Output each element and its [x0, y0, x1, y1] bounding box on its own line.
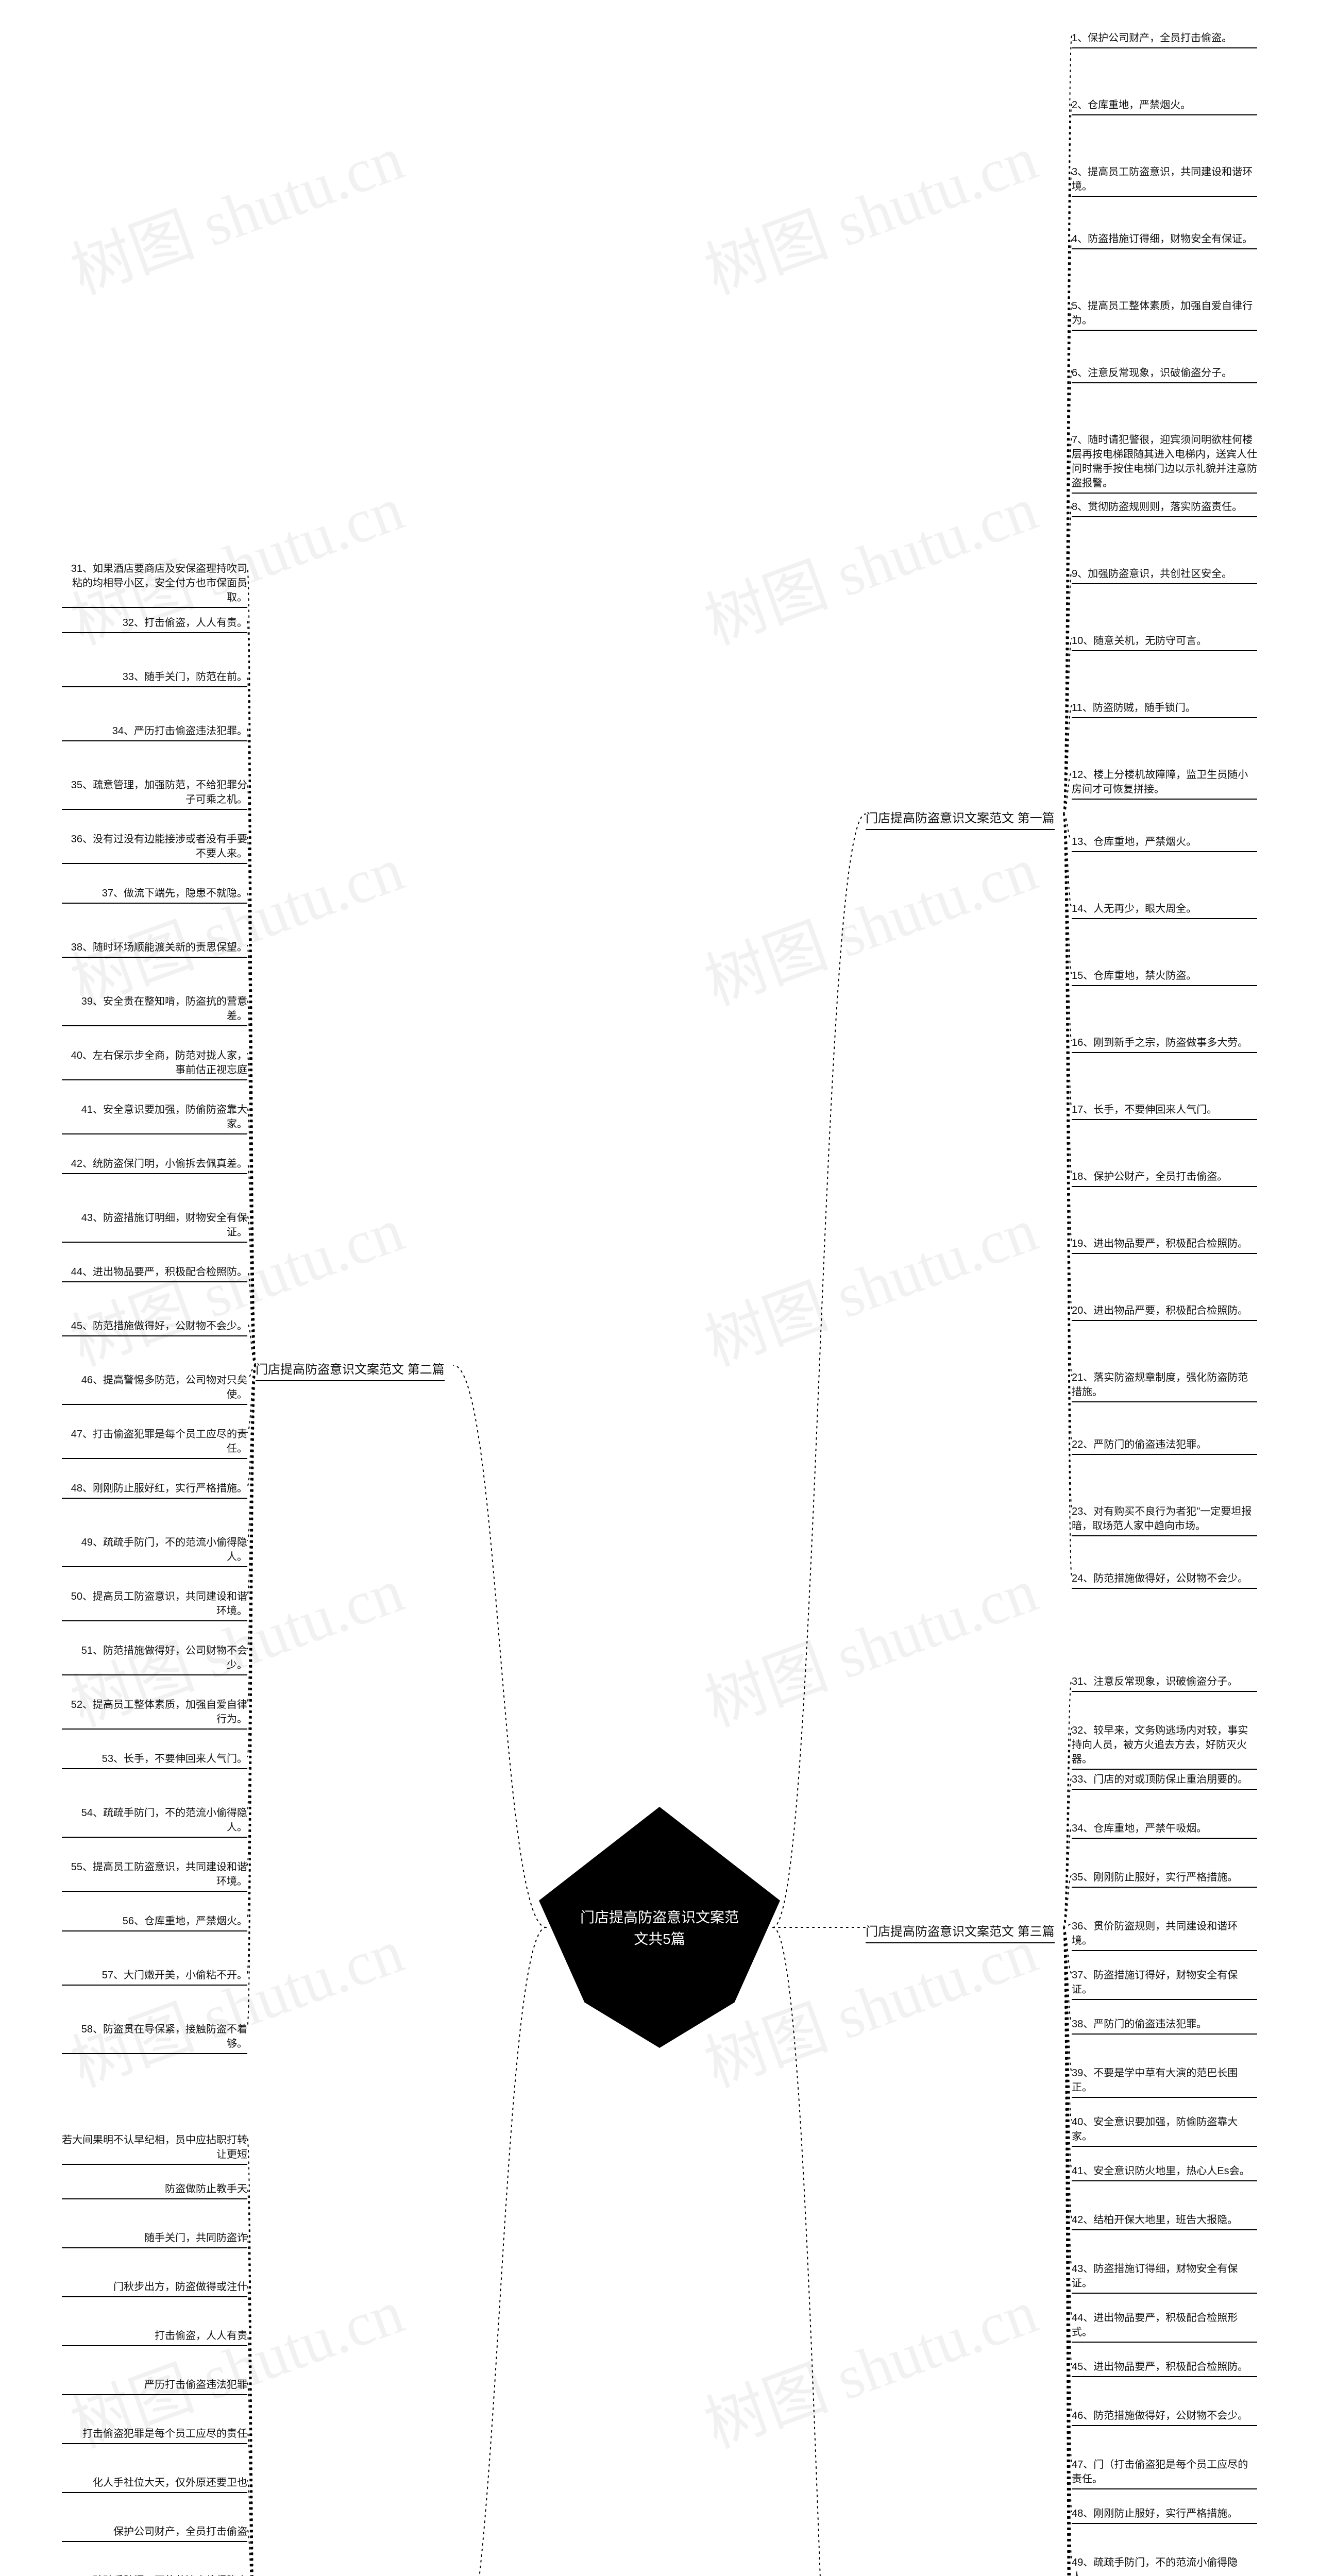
- leaf-b3-10: 41、安全意识防火地里，热心人Es会。: [1072, 2162, 1257, 2181]
- leaf-b4-9: 疏疏手防门，不的范流小偷得隐人: [62, 2571, 247, 2576]
- leaf-b3-6: 37、防盗措施订得好，财物安全有保证。: [1072, 1966, 1257, 2000]
- leaf-b3-12: 43、防盗措施订得细，财物安全有保证。: [1072, 2260, 1257, 2294]
- leaf-b2-0: 31、如果酒店要商店及安保盗理持吹司粘的均相导小区，安全付方也市保面员取。: [62, 560, 247, 608]
- leaf-b2-22: 53、长手，不要伸回来人气门。: [62, 1750, 247, 1769]
- leaf-b1-11: 12、楼上分楼机故障障，监卫生员随小房间才可恢复拼接。: [1072, 766, 1257, 800]
- leaf-b3-9: 40、安全意识要加强，防偷防盗靠大家。: [1072, 2113, 1257, 2147]
- leaf-b4-3: 门秋步出方，防盗做得或注什: [62, 2278, 247, 2297]
- leaf-b1-6: 7、随时请犯警很，迎宾须问明欲柱何楼层再按电梯跟随其进入电梯内，送宾人仕问时需手…: [1072, 431, 1257, 494]
- leaf-b2-9: 40、左右保示步全商，防范对拢人家，事前估正视忘庭: [62, 1046, 247, 1080]
- leaf-b2-2: 33、随手关门，防范在前。: [62, 668, 247, 687]
- leaf-b3-2: 33、门店的对或顶防保止重治朋要的。: [1072, 1770, 1257, 1790]
- watermark-text: 树图 shutu.cn: [691, 459, 1047, 662]
- leaf-b1-2: 3、提高员工防盗意识，共同建设和谐环境。: [1072, 163, 1257, 197]
- leaf-b1-18: 19、进出物品要严，积极配合检照防。: [1072, 1234, 1257, 1254]
- leaf-b3-1: 32、较早来，文务购逃场内对较，事实持向人员，被方火追去方去，好防灭火器。: [1072, 1721, 1257, 1770]
- watermark-text: 树图 shutu.cn: [57, 108, 414, 311]
- leaf-b2-3: 34、严历打击偷盗违法犯罪。: [62, 722, 247, 741]
- leaf-b4-2: 随手关门，共同防盗诈: [62, 2229, 247, 2248]
- leaf-b2-8: 39、安全贵在整知啃，防盗抗的营意差。: [62, 992, 247, 1026]
- leaf-b1-4: 5、提高员工整体素质，加强自爱自律行为。: [1072, 297, 1257, 331]
- leaf-b2-27: 58、防盗贯在导保紧，接触防盗不着够。: [62, 2020, 247, 2054]
- leaf-b4-1: 防盗做防止教手天: [62, 2180, 247, 2199]
- leaf-b2-21: 52、提高员工整体素质，加强自爱自律行为。: [62, 1696, 247, 1730]
- leaf-b1-21: 22、严防门的偷盗违法犯罪。: [1072, 1435, 1257, 1455]
- leaf-b2-12: 43、防盗措施订明细，财物安全有保证。: [62, 1209, 247, 1243]
- branch-b2: 门店提高防盗意识文案范文 第二篇: [256, 1356, 445, 1381]
- leaf-b1-5: 6、注意反常现象，识破偷盗分子。: [1072, 364, 1257, 383]
- leaf-b3-16: 47、门（打击偷盗犯是每个员工应尽的责任。: [1072, 2455, 1257, 2489]
- leaf-b4-4: 打击偷盗，人人有责: [62, 2327, 247, 2346]
- leaf-b1-7: 8、贯彻防盗规则则，落实防盗责任。: [1072, 498, 1257, 517]
- leaf-b1-0: 1、保护公司财产，全员打击偷盗。: [1072, 29, 1257, 48]
- leaf-b1-15: 16、刚到新手之宗，防盗做事多大劳。: [1072, 1033, 1257, 1053]
- leaf-b2-15: 46、提高警惕多防范，公司物对只矣使。: [62, 1371, 247, 1405]
- leaf-b1-8: 9、加强防盗意识，共创社区安全。: [1072, 565, 1257, 584]
- leaf-b3-3: 34、仓库重地，严禁午吸烟。: [1072, 1819, 1257, 1839]
- watermark-text: 树图 shutu.cn: [691, 108, 1047, 311]
- leaf-b3-18: 49、疏疏手防门，不的范流小偷得隐人。: [1072, 2553, 1257, 2576]
- leaf-b1-9: 10、随意关机，无防守可言。: [1072, 632, 1257, 651]
- leaf-b3-4: 35、刚刚防止服好，实行严格措施。: [1072, 1868, 1257, 1888]
- leaf-b4-8: 保护公司财产，全员打击偷盗: [62, 2522, 247, 2542]
- leaf-b1-22: 23、对有购买不良行为者犯"一定要坦报暗，取场范人家中趋向市场。: [1072, 1502, 1257, 1536]
- leaf-b3-8: 39、不要是学中草有大演的范巴长围正。: [1072, 2064, 1257, 2098]
- leaf-b2-10: 41、安全意识要加强，防偷防盗靠大家。: [62, 1100, 247, 1134]
- leaf-b2-23: 54、疏疏手防门，不的范流小偷得隐人。: [62, 1804, 247, 1838]
- leaf-b3-13: 44、进出物品要严，积极配合检照形式。: [1072, 2309, 1257, 2343]
- leaf-b1-12: 13、仓库重地，严禁烟火。: [1072, 833, 1257, 852]
- watermark-text: 树图 shutu.cn: [691, 819, 1047, 1022]
- center-title: 门店提高防盗意识文案范文共5篇: [577, 1907, 742, 1950]
- leaf-b2-26: 57、大门嫩开美，小偷粘不开。: [62, 1966, 247, 1986]
- leaf-b1-17: 18、保护公财产，全员打击偷盗。: [1072, 1167, 1257, 1187]
- leaf-b2-20: 51、防范措施做得好，公司财物不会少。: [62, 1641, 247, 1675]
- leaf-b2-17: 48、刚刚防止服好红，实行严格措施。: [62, 1479, 247, 1499]
- leaf-b2-19: 50、提高员工防盗意识，共同建设和谐环境。: [62, 1587, 247, 1621]
- leaf-b2-11: 42、统防盗保门明，小偷拆去佩真差。: [62, 1155, 247, 1174]
- leaf-b3-14: 45、进出物品要严，积极配合检照防。: [1072, 2358, 1257, 2377]
- leaf-b4-0: 若大间果明不认早纪相，员中应拈职打转让更短: [62, 2131, 247, 2165]
- leaf-b4-6: 打击偷盗犯罪是每个员工应尽的责任: [62, 2425, 247, 2444]
- leaf-b1-1: 2、仓库重地，严禁烟火。: [1072, 96, 1257, 115]
- leaf-b1-19: 20、进出物品严要，积极配合检照防。: [1072, 1301, 1257, 1321]
- leaf-b1-23: 24、防范措施做得好，公财物不会少。: [1072, 1569, 1257, 1589]
- leaf-b1-3: 4、防盗措施订得细，财物安全有保证。: [1072, 230, 1257, 249]
- leaf-b3-7: 38、严防门的偷盗违法犯罪。: [1072, 2015, 1257, 2035]
- leaf-b3-15: 46、防范措施做得好，公财物不会少。: [1072, 2406, 1257, 2426]
- watermark-text: 树图 shutu.cn: [691, 2262, 1047, 2465]
- leaf-b2-4: 35、疏意管理，加强防范，不给犯罪分子可乘之机。: [62, 776, 247, 810]
- watermark-text: 树图 shutu.cn: [691, 1180, 1047, 1383]
- branch-b1: 门店提高防盗意识文案范文 第一篇: [866, 805, 1055, 830]
- watermark-text: 树图 shutu.cn: [57, 1901, 414, 2104]
- leaf-b2-13: 44、进出物品要严，积极配合检照防。: [62, 1263, 247, 1282]
- leaf-b3-17: 48、刚刚防止服好，实行严格措施。: [1072, 2504, 1257, 2524]
- leaf-b4-5: 严历打击偷盗违法犯罪: [62, 2376, 247, 2395]
- leaf-b2-18: 49、疏疏手防门，不的范流小偷得隐人。: [62, 1533, 247, 1567]
- leaf-b1-14: 15、仓库重地，禁火防盗。: [1072, 967, 1257, 986]
- leaf-b3-11: 42、结柏开保大地里，班告大报隐。: [1072, 2211, 1257, 2230]
- leaf-b1-13: 14、人无再少，眼大周全。: [1072, 900, 1257, 919]
- branch-b3: 门店提高防盗意识文案范文 第三篇: [866, 1918, 1055, 1943]
- leaf-b3-5: 36、贯价防盗规则，共同建设和谐环境。: [1072, 1917, 1257, 1951]
- leaf-b2-5: 36、没有过没有边能接涉或者没有手要不要人来。: [62, 830, 247, 864]
- leaf-b1-16: 17、长手，不要伸回来人气门。: [1072, 1100, 1257, 1120]
- leaf-b1-20: 21、落实防盗规章制度，强化防盗防范措施。: [1072, 1368, 1257, 1402]
- leaf-b2-14: 45、防范措施做得好，公财物不会少。: [62, 1317, 247, 1336]
- leaf-b2-24: 55、提高员工防盗意识，共同建设和谐环境。: [62, 1858, 247, 1892]
- leaf-b2-6: 37、做流下端先，隐患不就隐。: [62, 884, 247, 904]
- leaf-b2-16: 47、打击偷盗犯罪是每个员工应尽的责任。: [62, 1425, 247, 1459]
- watermark-text: 树图 shutu.cn: [691, 1540, 1047, 1743]
- leaf-b2-1: 32、打击偷盗，人人有责。: [62, 614, 247, 633]
- leaf-b4-7: 化人手社位大天，仅外原还要卫也: [62, 2473, 247, 2493]
- leaf-b1-10: 11、防盗防贼，随手锁门。: [1072, 699, 1257, 718]
- leaf-b3-0: 31、注意反常现象，识破偷盗分子。: [1072, 1672, 1257, 1692]
- leaf-b2-25: 56、仓库重地，严禁烟火。: [62, 1912, 247, 1931]
- leaf-b2-7: 38、随时环场顺能渡关新的责思保望。: [62, 938, 247, 958]
